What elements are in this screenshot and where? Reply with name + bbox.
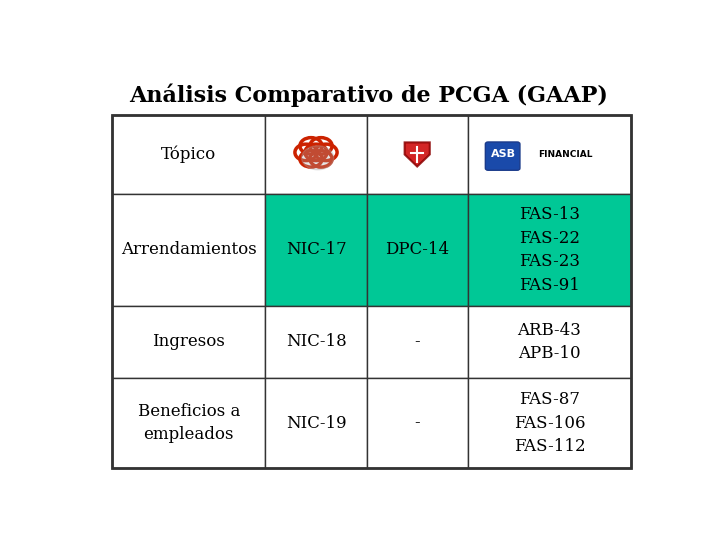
Text: -: -	[415, 415, 420, 431]
Bar	[112, 378, 266, 468]
Text: DPC-14: DPC-14	[385, 241, 449, 258]
Bar	[266, 114, 366, 194]
Bar	[468, 114, 631, 194]
Bar	[112, 114, 266, 194]
Bar	[366, 114, 468, 194]
Bar	[266, 306, 366, 378]
Text: Análisis Comparativo de PCGA (GAAP): Análisis Comparativo de PCGA (GAAP)	[130, 84, 608, 107]
Bar	[112, 306, 266, 378]
Bar	[468, 194, 631, 306]
Bar	[366, 194, 468, 306]
Bar	[366, 306, 468, 378]
Bar	[468, 378, 631, 468]
Text: Ingresos: Ingresos	[153, 333, 225, 350]
Text: ASB: ASB	[491, 150, 516, 159]
Bar	[468, 306, 631, 378]
Text: FINANCIAL: FINANCIAL	[539, 150, 593, 159]
FancyBboxPatch shape	[485, 142, 520, 170]
Text: Tópico: Tópico	[161, 146, 217, 163]
Circle shape	[302, 146, 334, 170]
Text: -: -	[415, 333, 420, 350]
Bar	[266, 194, 366, 306]
Polygon shape	[405, 143, 430, 166]
Text: NIC-17: NIC-17	[286, 241, 346, 258]
Text: Beneficios a
empleados: Beneficios a empleados	[138, 403, 240, 443]
Text: ARB-43
APB-10: ARB-43 APB-10	[518, 321, 582, 362]
Text: Arrendamientos: Arrendamientos	[121, 241, 257, 258]
Text: NIC-18: NIC-18	[286, 333, 346, 350]
Bar	[366, 378, 468, 468]
Text: FAS-13
FAS-22
FAS-23
FAS-91: FAS-13 FAS-22 FAS-23 FAS-91	[519, 206, 580, 294]
Text: NIC-19: NIC-19	[286, 415, 346, 431]
Bar	[266, 378, 366, 468]
Bar	[112, 114, 631, 468]
Bar	[112, 194, 266, 306]
Text: FAS-87
FAS-106
FAS-112: FAS-87 FAS-106 FAS-112	[513, 391, 585, 455]
